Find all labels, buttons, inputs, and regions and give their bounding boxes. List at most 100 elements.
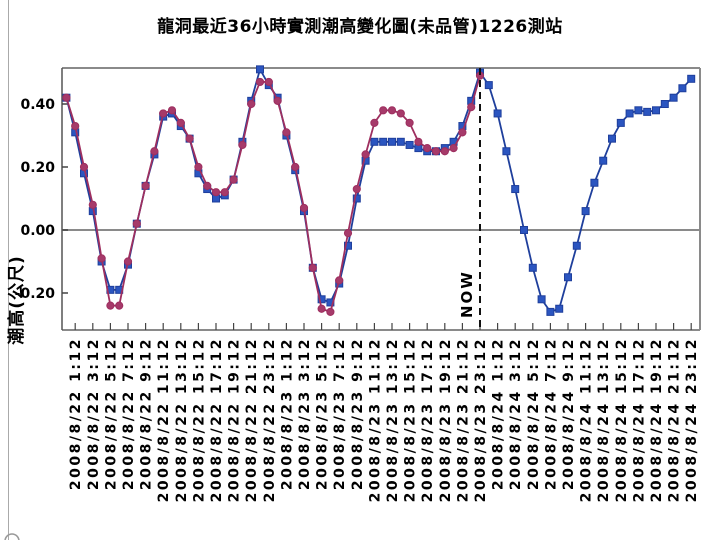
data-point-squares-blue	[396, 137, 405, 146]
x-tick-label: 2008/8/22 5:12	[103, 337, 119, 490]
data-point-circles-dark-red	[167, 106, 177, 115]
series-line-squares-blue	[65, 68, 692, 313]
data-point-circles-dark-red	[71, 121, 80, 131]
x-tick-label: 2008/8/23 19:12	[438, 337, 454, 502]
data-point-circles-dark-red	[97, 254, 106, 263]
data-point-squares-blue	[564, 273, 572, 282]
data-point-circles-dark-red	[449, 143, 458, 153]
data-point-circles-dark-red	[220, 188, 229, 197]
data-point-circles-dark-red	[194, 162, 203, 172]
data-point-squares-blue	[256, 65, 264, 74]
data-point-squares-blue	[546, 307, 555, 316]
data-point-squares-blue	[581, 207, 590, 216]
data-point-circles-dark-red	[440, 147, 449, 156]
data-point-circles-dark-red	[255, 77, 265, 87]
data-point-squares-blue	[687, 74, 696, 83]
data-point-circles-dark-red	[299, 203, 309, 213]
x-tick-label: 2008/8/24 23:12	[684, 337, 700, 502]
x-tick-label: 2008/8/23 7:12	[332, 337, 348, 490]
x-tick-label: 2008/8/22 3:12	[86, 337, 102, 490]
data-point-squares-blue	[616, 118, 625, 127]
x-tick-label: 2008/8/23 21:12	[455, 337, 471, 502]
x-tick-label: 2008/8/22 19:12	[227, 337, 243, 502]
data-point-squares-blue	[370, 137, 379, 146]
x-tick-label: 2008/8/23 9:12	[350, 337, 366, 490]
data-point-circles-dark-red	[141, 181, 150, 190]
data-point-circles-dark-red	[317, 304, 326, 313]
data-point-circles-dark-red	[176, 118, 185, 128]
x-tick-label: 2008/8/22 13:12	[174, 337, 190, 502]
data-point-circles-dark-red	[238, 140, 247, 150]
data-point-squares-blue	[493, 109, 502, 118]
data-point-squares-blue	[634, 106, 643, 115]
data-point-circles-dark-red	[458, 128, 467, 137]
data-point-circles-dark-red	[467, 103, 476, 112]
data-point-circles-dark-red	[291, 162, 300, 172]
data-point-circles-dark-red	[123, 257, 133, 266]
data-point-squares-blue	[660, 100, 669, 109]
x-tick-label: 2008/8/24 9:12	[561, 337, 577, 490]
data-point-circles-dark-red	[211, 188, 221, 197]
data-point-circles-dark-red	[326, 307, 335, 316]
data-point-circles-dark-red	[115, 301, 124, 310]
data-point-circles-dark-red	[185, 134, 194, 143]
x-tick-label: 2008/8/24 15:12	[614, 337, 630, 502]
data-point-squares-blue	[379, 137, 388, 146]
data-point-squares-blue	[388, 137, 396, 146]
chart-title: 龍洞最近36小時實測潮高變化圖(未品管)1226測站	[157, 17, 563, 37]
data-point-circles-dark-red	[132, 219, 141, 228]
y-tick-label: 0.00	[20, 223, 55, 239]
now-marker: NOW	[458, 68, 481, 330]
data-point-circles-dark-red	[423, 143, 432, 153]
x-tick-label: 2008/8/22 17:12	[209, 337, 225, 502]
series-squares-blue	[62, 65, 696, 316]
data-point-squares-blue	[405, 140, 414, 149]
data-point-circles-dark-red	[62, 93, 71, 102]
data-point-squares-blue	[625, 109, 634, 118]
data-point-squares-blue	[520, 225, 528, 234]
x-tick-label: 2008/8/23 5:12	[315, 337, 331, 490]
x-tick-label: 2008/8/24 21:12	[667, 337, 683, 502]
x-tick-label: 2008/8/24 7:12	[543, 337, 559, 490]
x-tick-label: 2008/8/22 7:12	[121, 337, 137, 490]
x-tick-label: 2008/8/22 15:12	[191, 337, 207, 502]
y-tick-label: -0.20	[15, 286, 56, 302]
x-tick-label: 2008/8/22 9:12	[139, 337, 155, 490]
data-point-squares-blue	[599, 156, 608, 165]
data-point-circles-dark-red	[282, 128, 291, 137]
y-tick-label: 0.20	[20, 160, 55, 176]
y-tick-label: 0.40	[20, 97, 55, 113]
series-circles-dark-red	[62, 71, 485, 316]
data-point-circles-dark-red	[370, 118, 379, 128]
x-tick-label: 2008/8/24 3:12	[508, 337, 524, 490]
data-point-circles-dark-red	[159, 109, 168, 118]
data-point-squares-blue	[502, 147, 511, 156]
data-point-circles-dark-red	[335, 276, 344, 285]
data-point-circles-dark-red	[414, 137, 423, 146]
data-point-circles-dark-red	[88, 200, 97, 209]
data-point-squares-blue	[317, 295, 326, 304]
data-point-squares-blue	[511, 185, 520, 194]
data-point-circles-dark-red	[150, 147, 159, 156]
data-point-squares-blue	[484, 81, 493, 90]
data-point-squares-blue	[669, 93, 678, 102]
data-point-squares-blue	[678, 84, 687, 93]
y-axis-title: 潮高(公尺)	[6, 255, 27, 345]
x-tick-label: 2008/8/22 21:12	[244, 337, 260, 502]
data-point-circles-dark-red	[264, 77, 273, 87]
data-point-squares-blue	[643, 107, 652, 116]
page-corner-logo	[4, 533, 20, 540]
x-tick-label: 2008/8/24 5:12	[526, 337, 542, 490]
plot-border	[61, 67, 701, 331]
x-tick-label: 2008/8/24 13:12	[596, 337, 612, 502]
data-point-circles-dark-red	[431, 147, 441, 156]
data-point-circles-dark-red	[352, 184, 361, 194]
x-axis: 2008/8/22 1:12 2008/8/22 3:12 2008/8/22 5:…	[68, 323, 700, 502]
x-tick-label: 2008/8/23 13:12	[385, 337, 401, 502]
data-point-squares-blue	[352, 194, 361, 203]
data-point-circles-dark-red	[79, 162, 89, 172]
x-tick-label: 2008/8/22 23:12	[262, 337, 278, 502]
